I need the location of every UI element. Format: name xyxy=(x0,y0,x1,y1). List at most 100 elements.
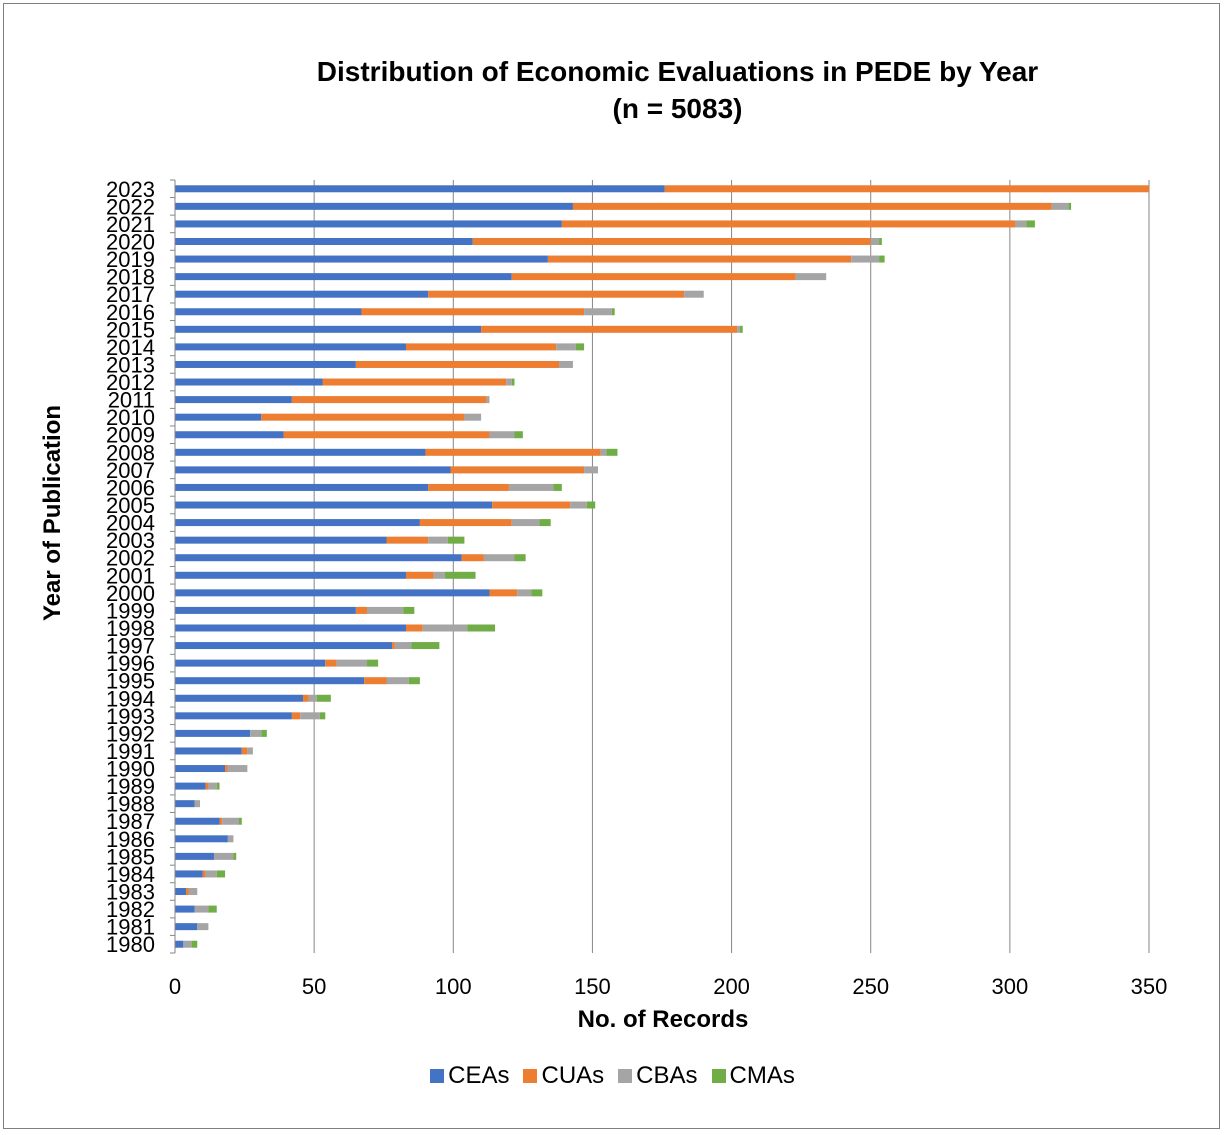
bar-cmas-1993 xyxy=(319,712,326,720)
bar-ceas-2011 xyxy=(175,396,292,404)
bar-cbas-1999 xyxy=(367,606,404,614)
bar-cuas-2022 xyxy=(572,202,1052,210)
y-tick-label-2004: 2004 xyxy=(106,511,155,536)
bar-ceas-2008 xyxy=(175,448,426,456)
bar-cbas-1993 xyxy=(300,712,320,720)
bar-ceas-2005 xyxy=(175,501,493,509)
bar-ceas-2000 xyxy=(175,589,490,597)
x-tick-label: 350 xyxy=(1131,974,1168,999)
bar-ceas-1998 xyxy=(175,624,406,632)
bar-cuas-1993 xyxy=(291,712,301,720)
bar-cmas-2004 xyxy=(539,519,551,527)
bar-ceas-2021 xyxy=(175,220,562,228)
bar-ceas-2022 xyxy=(175,202,573,210)
bar-cuas-2018 xyxy=(511,273,796,281)
y-tick-label-1980: 1980 xyxy=(106,932,155,957)
y-tick-label-2009: 2009 xyxy=(106,423,155,448)
bar-ceas-1982 xyxy=(175,905,195,913)
bar-cmas-1995 xyxy=(408,677,420,685)
bar-cbas-1980 xyxy=(183,940,192,948)
bar-cmas-1987 xyxy=(239,817,242,825)
bar-cuas-2020 xyxy=(472,237,871,245)
bar-cbas-2022 xyxy=(1051,202,1069,210)
bar-ceas-2013 xyxy=(175,360,356,368)
bar-cbas-2010 xyxy=(464,413,482,421)
bar-cuas-1997 xyxy=(392,642,395,650)
bar-ceas-2007 xyxy=(175,466,451,474)
y-tick-label-1987: 1987 xyxy=(106,809,155,834)
bar-cmas-2005 xyxy=(586,501,596,509)
bar-cuas-2008 xyxy=(425,448,601,456)
y-tick-label-2008: 2008 xyxy=(106,440,155,465)
bar-ceas-1986 xyxy=(175,835,228,843)
bar-cuas-2010 xyxy=(261,413,465,421)
bar-ceas-1992 xyxy=(175,729,251,737)
x-tick-label: 200 xyxy=(713,974,750,999)
y-tick-label-1992: 1992 xyxy=(106,721,155,746)
bar-cbas-2002 xyxy=(483,554,515,562)
bar-cuas-1987 xyxy=(219,817,223,825)
bar-cbas-1988 xyxy=(194,800,201,808)
y-tick-label-1996: 1996 xyxy=(106,651,155,676)
bar-cuas-2005 xyxy=(492,501,571,509)
y-tick-label-2014: 2014 xyxy=(106,335,155,360)
legend-swatch xyxy=(711,1069,726,1083)
legend-swatch xyxy=(523,1069,538,1083)
legend-item-cbas: CBAs xyxy=(618,1062,698,1090)
bar-cmas-1997 xyxy=(411,642,440,650)
legend-swatch xyxy=(430,1069,445,1083)
y-tick-label-1985: 1985 xyxy=(106,844,155,869)
bar-cuas-1999 xyxy=(355,606,368,614)
y-tick-label-1993: 1993 xyxy=(106,704,155,729)
y-tick-label-1999: 1999 xyxy=(106,598,155,623)
bar-ceas-1989 xyxy=(175,782,206,790)
bar-cuas-1983 xyxy=(186,888,189,896)
bar-cbas-2011 xyxy=(486,396,490,404)
bar-cmas-2009 xyxy=(514,431,523,439)
bar-cmas-1999 xyxy=(403,606,415,614)
bar-cuas-2002 xyxy=(461,554,484,562)
y-tick-label-2016: 2016 xyxy=(106,300,155,325)
bar-cbas-1995 xyxy=(386,677,409,685)
y-tick-label-1988: 1988 xyxy=(106,792,155,817)
bar-cbas-2014 xyxy=(556,343,576,351)
bar-cuas-1990 xyxy=(225,765,228,773)
y-tick-label-1995: 1995 xyxy=(106,669,155,694)
bar-ceas-1999 xyxy=(175,606,356,614)
bar-cuas-2015 xyxy=(481,325,738,333)
bar-ceas-1990 xyxy=(175,765,226,773)
bar-cbas-2021 xyxy=(1015,220,1027,228)
y-tick-label-1989: 1989 xyxy=(106,774,155,799)
bar-ceas-1995 xyxy=(175,677,365,685)
bar-cbas-2007 xyxy=(584,466,598,474)
y-tick-label-2017: 2017 xyxy=(106,282,155,307)
x-tick-label: 300 xyxy=(991,974,1028,999)
y-tick-label-2015: 2015 xyxy=(106,317,155,342)
bar-ceas-2014 xyxy=(175,343,406,351)
bar-cuas-2004 xyxy=(419,519,512,527)
bar-cuas-1998 xyxy=(405,624,423,632)
bar-cbas-1997 xyxy=(394,642,412,650)
bar-ceas-2019 xyxy=(175,255,548,263)
bar-cbas-1982 xyxy=(194,905,209,913)
bar-cbas-2012 xyxy=(506,378,512,386)
bar-ceas-2016 xyxy=(175,308,362,316)
bar-cuas-2011 xyxy=(291,396,487,404)
bar-cmas-1984 xyxy=(216,870,226,878)
bar-cbas-1983 xyxy=(188,888,198,896)
bar-cuas-2013 xyxy=(355,360,560,368)
y-tick-label-1981: 1981 xyxy=(106,915,155,940)
bar-cmas-2022 xyxy=(1068,202,1072,210)
bar-cbas-2016 xyxy=(584,308,612,316)
legend: CEAs CUAs CBAs CMAs xyxy=(0,1062,1225,1090)
y-tick-label-1990: 1990 xyxy=(106,757,155,782)
y-tick-label-1998: 1998 xyxy=(106,616,155,641)
x-axis-label: No. of Records xyxy=(578,1006,749,1033)
bar-cbas-1996 xyxy=(336,659,368,667)
bar-cuas-2023 xyxy=(664,185,1149,193)
bar-cbas-1994 xyxy=(308,694,317,702)
bar-ceas-2001 xyxy=(175,571,406,579)
y-axis-label: Year of Publication xyxy=(39,405,66,621)
bar-cmas-1980 xyxy=(191,940,198,948)
